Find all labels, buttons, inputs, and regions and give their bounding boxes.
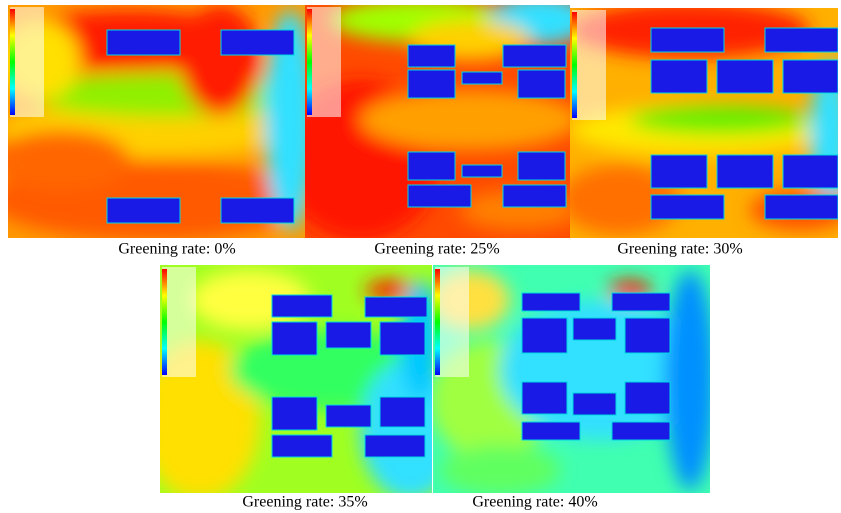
legend-bar (10, 9, 15, 115)
building (716, 59, 774, 94)
building (650, 154, 708, 189)
building (611, 292, 671, 312)
building (521, 317, 568, 354)
building (325, 404, 372, 428)
contour-region (440, 445, 560, 493)
building (220, 29, 295, 56)
building (611, 421, 671, 441)
legend-box (10, 7, 44, 117)
simulation-panel (160, 265, 432, 493)
building (764, 27, 838, 53)
building (271, 294, 333, 318)
building (407, 69, 456, 99)
building (517, 151, 566, 181)
legend-bar (162, 269, 167, 375)
building (220, 197, 295, 224)
building (461, 164, 503, 178)
building (407, 44, 456, 68)
building (521, 381, 568, 415)
building (364, 296, 428, 318)
building (407, 184, 472, 208)
building (572, 392, 617, 416)
building (502, 184, 567, 208)
building (271, 321, 318, 356)
building (624, 381, 671, 415)
contour-region (180, 5, 260, 115)
contour-region (265, 10, 305, 230)
contour-region (8, 130, 130, 190)
building (716, 154, 774, 189)
building (106, 29, 181, 56)
building (106, 197, 181, 224)
building (521, 292, 581, 312)
contour-region (360, 90, 570, 150)
field-contours (305, 5, 570, 238)
contour-region (665, 270, 710, 490)
legend-box (307, 7, 341, 117)
building (650, 194, 725, 220)
panel-caption: Greening rate: 0% (118, 241, 235, 258)
building (764, 194, 838, 220)
simulation-panel (433, 265, 710, 493)
building (325, 321, 372, 349)
simulation-panel (8, 5, 305, 238)
panel-caption: Greening rate: 35% (242, 494, 367, 511)
building (461, 71, 503, 85)
building (407, 151, 456, 181)
panel-caption: Greening rate: 40% (472, 494, 597, 511)
building (782, 59, 838, 94)
building (521, 421, 581, 441)
legend-box (435, 267, 469, 377)
legend-bar (307, 9, 312, 115)
building (364, 434, 426, 458)
simulation-panel (570, 8, 838, 238)
building (572, 317, 617, 341)
building (271, 396, 318, 431)
building (517, 69, 566, 99)
building (379, 396, 426, 428)
contour-region (630, 106, 810, 134)
panel-caption: Greening rate: 25% (374, 241, 499, 258)
building (271, 434, 333, 458)
simulation-panel (305, 5, 570, 238)
building (650, 59, 708, 94)
building (782, 154, 838, 189)
panel-caption: Greening rate: 30% (617, 241, 742, 258)
building (650, 27, 725, 53)
building (379, 321, 426, 356)
building (502, 44, 567, 68)
building (624, 317, 671, 354)
contour-region (365, 280, 415, 300)
legend-bar (572, 12, 577, 118)
legend-box (162, 267, 196, 377)
legend-box (572, 10, 606, 120)
legend-bar (435, 269, 440, 375)
